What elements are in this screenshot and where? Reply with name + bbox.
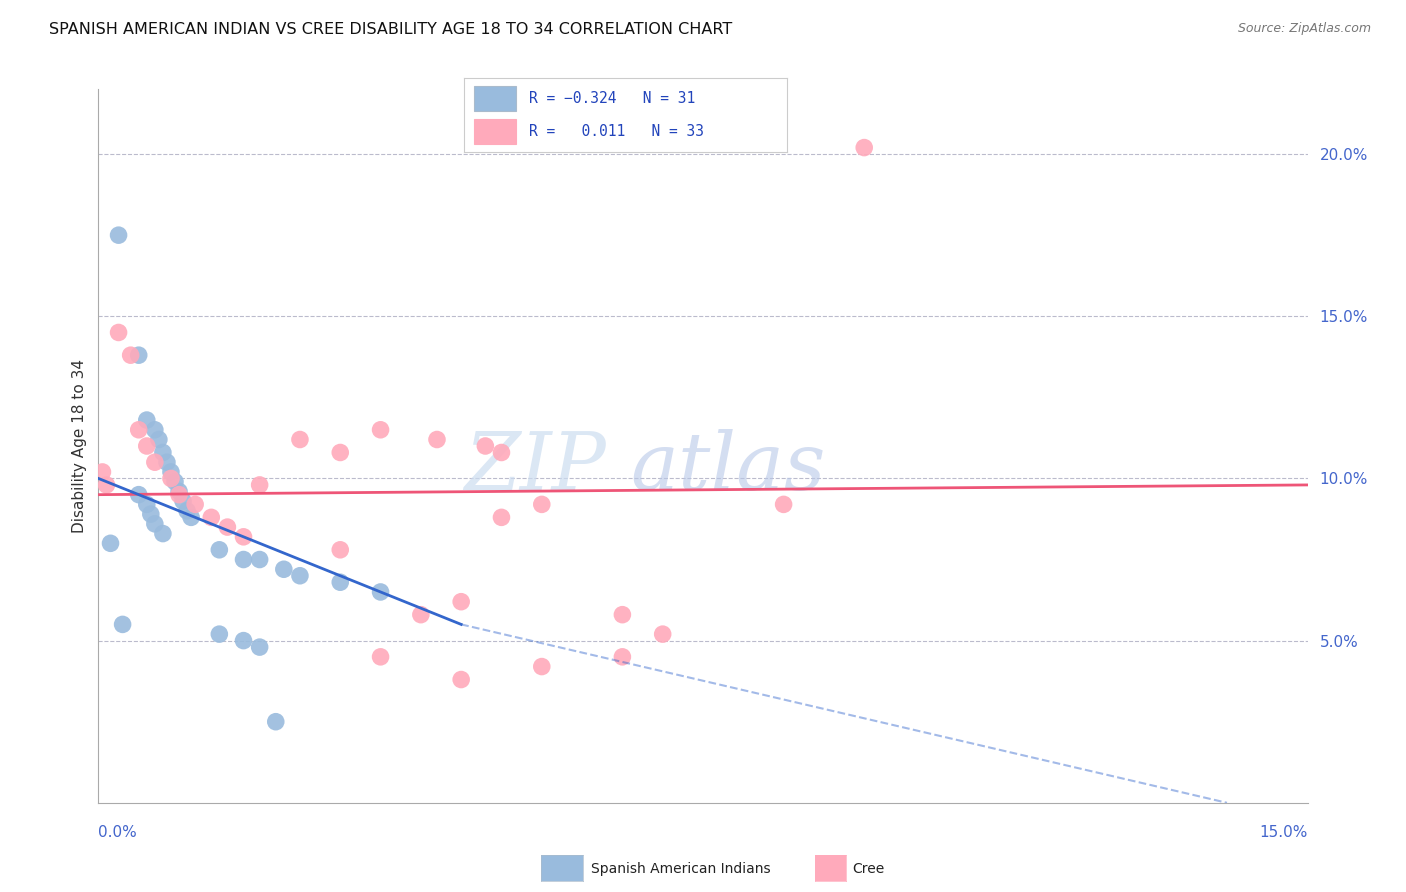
Point bbox=[152, 445, 174, 459]
Text: 15.0%: 15.0% bbox=[1260, 825, 1308, 840]
Point bbox=[128, 423, 150, 437]
Text: Source: ZipAtlas.com: Source: ZipAtlas.com bbox=[1237, 22, 1371, 36]
Point bbox=[135, 439, 157, 453]
Point bbox=[148, 433, 170, 447]
Point bbox=[264, 714, 287, 729]
Point bbox=[612, 607, 634, 622]
Text: R = −0.324   N = 31: R = −0.324 N = 31 bbox=[529, 91, 695, 106]
Point bbox=[107, 326, 129, 340]
Point bbox=[167, 488, 190, 502]
Point bbox=[176, 504, 198, 518]
Point bbox=[370, 585, 392, 599]
Point bbox=[450, 673, 472, 687]
Point bbox=[772, 497, 794, 511]
Point bbox=[128, 488, 150, 502]
Point bbox=[370, 649, 392, 664]
Point bbox=[96, 478, 118, 492]
Point bbox=[273, 562, 295, 576]
Point bbox=[232, 530, 254, 544]
Point bbox=[249, 552, 271, 566]
Point bbox=[217, 520, 239, 534]
Point bbox=[156, 455, 179, 469]
Point bbox=[232, 552, 254, 566]
Point bbox=[135, 413, 157, 427]
Point bbox=[208, 627, 231, 641]
Point bbox=[208, 542, 231, 557]
Point bbox=[143, 516, 166, 531]
Point bbox=[288, 433, 311, 447]
Text: SPANISH AMERICAN INDIAN VS CREE DISABILITY AGE 18 TO 34 CORRELATION CHART: SPANISH AMERICAN INDIAN VS CREE DISABILI… bbox=[49, 22, 733, 37]
Point bbox=[409, 607, 432, 622]
Text: atlas: atlas bbox=[630, 429, 825, 506]
Point bbox=[120, 348, 142, 362]
Point bbox=[200, 510, 222, 524]
Point bbox=[91, 465, 114, 479]
Point bbox=[370, 423, 392, 437]
Point bbox=[111, 617, 134, 632]
Point bbox=[184, 497, 207, 511]
Point bbox=[163, 475, 186, 489]
Point bbox=[152, 526, 174, 541]
Text: Spanish American Indians: Spanish American Indians bbox=[591, 862, 770, 876]
Bar bbox=[474, 86, 516, 112]
Point bbox=[139, 507, 162, 521]
Point bbox=[651, 627, 673, 641]
Text: R =   0.011   N = 33: R = 0.011 N = 33 bbox=[529, 124, 703, 138]
Point bbox=[530, 497, 553, 511]
Point bbox=[491, 445, 513, 459]
Point bbox=[530, 659, 553, 673]
Text: 0.0%: 0.0% bbox=[98, 825, 138, 840]
Point bbox=[426, 433, 449, 447]
Point bbox=[474, 439, 496, 453]
Point bbox=[232, 633, 254, 648]
Point bbox=[491, 510, 513, 524]
Point bbox=[329, 542, 352, 557]
Text: ZIP: ZIP bbox=[464, 429, 606, 506]
Point bbox=[100, 536, 122, 550]
Point bbox=[329, 445, 352, 459]
Point bbox=[160, 471, 183, 485]
Text: Cree: Cree bbox=[852, 862, 884, 876]
Point bbox=[329, 575, 352, 590]
Point bbox=[107, 228, 129, 243]
Point bbox=[249, 478, 271, 492]
Y-axis label: Disability Age 18 to 34: Disability Age 18 to 34 bbox=[72, 359, 87, 533]
Point bbox=[612, 649, 634, 664]
Point bbox=[180, 510, 202, 524]
Point bbox=[853, 140, 876, 154]
Point bbox=[128, 348, 150, 362]
Bar bbox=[474, 119, 516, 145]
Point bbox=[160, 465, 183, 479]
Point bbox=[288, 568, 311, 582]
Point bbox=[135, 497, 157, 511]
Point bbox=[143, 423, 166, 437]
Point bbox=[167, 484, 190, 499]
Point bbox=[143, 455, 166, 469]
Point bbox=[172, 494, 194, 508]
Point bbox=[249, 640, 271, 654]
Point bbox=[450, 595, 472, 609]
